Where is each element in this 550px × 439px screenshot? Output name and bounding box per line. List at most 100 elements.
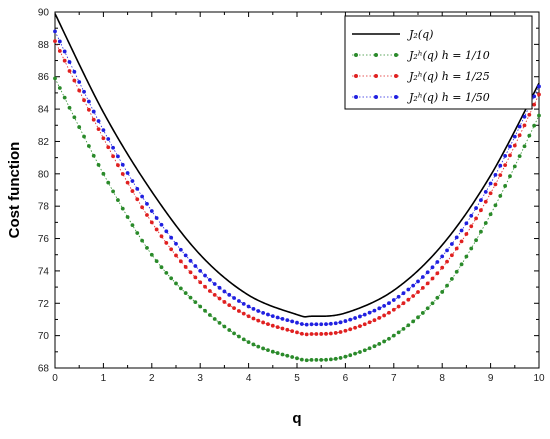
series-marker — [493, 182, 498, 187]
series-marker — [116, 163, 120, 168]
series-marker — [62, 49, 67, 54]
x-tick-label: 6 — [343, 373, 349, 384]
series-marker — [314, 332, 319, 336]
series-marker — [522, 123, 527, 128]
series-marker — [67, 105, 72, 110]
series-marker — [86, 144, 91, 148]
x-tick-label: 1 — [101, 373, 107, 384]
series-marker — [53, 39, 57, 44]
series-marker — [106, 137, 111, 141]
series-marker — [391, 333, 396, 338]
series-marker — [82, 98, 86, 103]
x-tick-label: 4 — [246, 373, 252, 384]
series-marker — [246, 340, 251, 345]
series-marker — [348, 317, 353, 322]
series-marker — [324, 331, 328, 336]
series-marker — [387, 336, 391, 341]
series-marker — [198, 280, 203, 285]
series-marker — [416, 290, 420, 294]
series-marker — [193, 300, 198, 305]
series-marker — [106, 145, 111, 150]
series-marker — [227, 303, 232, 308]
series-marker — [280, 352, 285, 357]
series-line — [54, 13, 540, 318]
series-marker — [512, 164, 517, 169]
series-marker — [77, 125, 82, 129]
series-marker — [430, 276, 435, 281]
series-marker — [314, 357, 319, 362]
series-marker — [101, 171, 106, 176]
series-marker — [328, 321, 333, 326]
y-tick-label: 74 — [38, 266, 50, 277]
series-marker — [82, 134, 86, 139]
series-marker — [125, 215, 130, 219]
series-marker — [256, 318, 261, 323]
series-marker — [203, 273, 207, 278]
legend-marker — [374, 74, 378, 78]
series-marker — [454, 235, 459, 240]
series-marker — [508, 144, 512, 149]
series-marker — [203, 308, 207, 313]
series-marker — [411, 319, 416, 324]
series-marker — [324, 322, 328, 327]
series-marker — [232, 331, 236, 336]
series-marker — [159, 265, 164, 270]
series-marker — [290, 355, 295, 359]
series-marker — [503, 163, 508, 168]
legend-label: J₂ʰ(q) h = 1/25 — [407, 70, 490, 83]
series-marker — [459, 239, 464, 244]
series-marker — [449, 242, 454, 246]
series-marker — [498, 173, 503, 177]
series-marker — [420, 311, 425, 315]
series-marker — [299, 357, 304, 362]
series-marker — [135, 186, 140, 191]
series-marker — [290, 329, 295, 333]
series-marker — [227, 328, 232, 332]
legend-marker — [354, 95, 358, 99]
series-marker — [338, 356, 343, 360]
series-marker — [86, 99, 91, 104]
series-marker — [493, 172, 498, 177]
series-marker — [420, 275, 425, 279]
series-marker — [358, 350, 362, 354]
legend-marker — [374, 95, 378, 99]
series-marker — [251, 342, 256, 347]
series-marker — [227, 292, 232, 297]
series-marker — [537, 113, 541, 118]
series-marker — [120, 206, 125, 211]
series-marker — [67, 69, 72, 73]
legend-marker — [394, 95, 398, 99]
series-marker — [425, 306, 430, 311]
series-marker — [406, 287, 411, 292]
y-tick-label: 86 — [38, 72, 50, 83]
series-marker — [358, 314, 362, 319]
series-marker — [299, 331, 304, 336]
series-marker — [353, 316, 357, 320]
series-marker — [304, 322, 309, 327]
series-marker — [367, 310, 372, 315]
series-marker — [280, 326, 285, 331]
series-marker — [411, 283, 416, 288]
series-marker — [86, 107, 91, 112]
series-marker — [343, 328, 348, 333]
series-marker — [82, 89, 86, 94]
series-marker — [333, 321, 338, 326]
legend-marker — [374, 53, 378, 57]
y-tick-label: 90 — [38, 8, 50, 19]
x-tick-label: 5 — [294, 373, 300, 384]
series-marker — [164, 229, 169, 234]
series-marker — [207, 277, 212, 282]
series-marker — [256, 344, 261, 349]
x-tick-label: 9 — [488, 373, 494, 384]
series-marker — [396, 330, 401, 335]
series-marker — [309, 358, 314, 362]
series-marker — [348, 353, 353, 358]
series-marker — [435, 295, 440, 300]
series-marker — [445, 283, 449, 288]
series-marker — [251, 306, 256, 311]
series-marker — [488, 191, 493, 196]
series-marker — [406, 323, 411, 328]
series-marker — [319, 322, 324, 327]
series-marker — [474, 238, 478, 243]
series-marker — [169, 235, 174, 240]
